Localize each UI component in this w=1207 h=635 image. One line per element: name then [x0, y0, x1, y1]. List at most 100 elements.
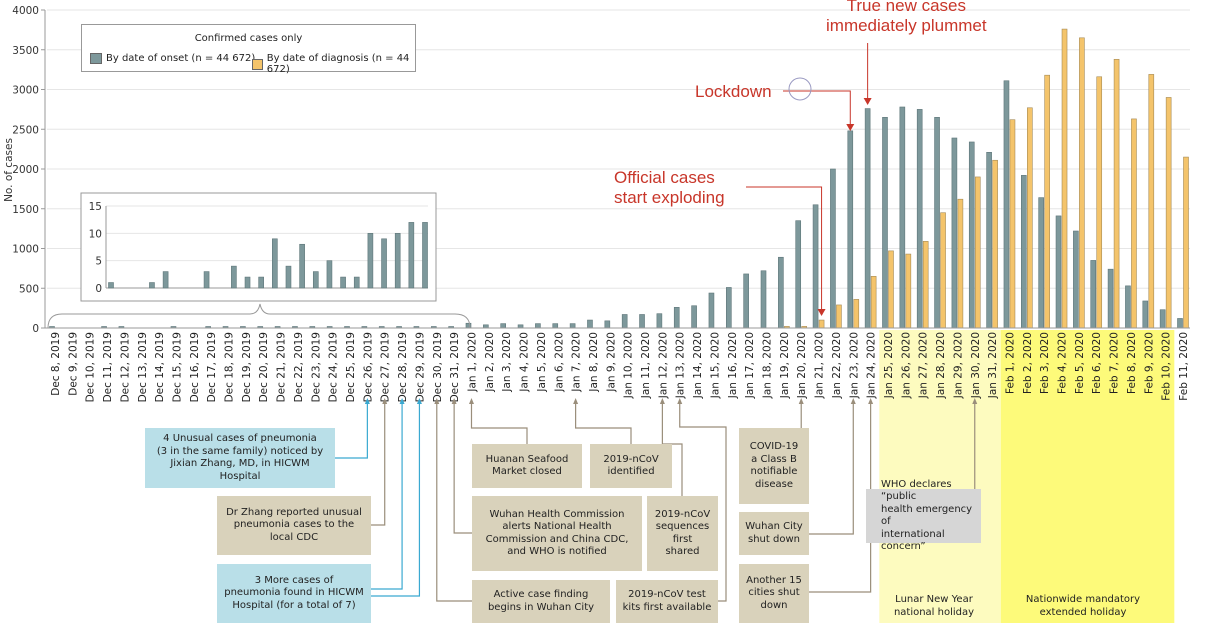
x-tick-label: Dec 11, 2019	[102, 332, 114, 402]
x-tick-label: Jan 30, 2020	[970, 332, 982, 399]
bar-diagnosis	[1183, 156, 1189, 329]
event-box-market-closed: Huanan Seafood Market closed	[472, 444, 582, 488]
legend-swatch-diagnosis	[252, 58, 263, 70]
inset-bar-onset	[394, 233, 401, 289]
bar-diagnosis	[1113, 58, 1120, 329]
event-box-who-notified: Wuhan Health Commission alerts National …	[472, 496, 642, 571]
bar-onset	[673, 307, 680, 329]
x-tick-label: Dec 17, 2019	[206, 332, 218, 402]
legend-swatch-onset	[90, 53, 102, 64]
bar-onset	[639, 314, 645, 329]
event-arrow-head	[972, 398, 978, 404]
x-tick-label: Jan 13, 2020	[675, 332, 687, 399]
event-arrow-head	[659, 398, 665, 404]
x-tick-label: Jan 22, 2020	[831, 332, 843, 399]
bar-onset	[587, 319, 593, 329]
event-arrow-head	[468, 398, 474, 404]
x-tick-label: Dec 29, 2019	[414, 332, 426, 402]
x-tick-label: Jan 28, 2020	[935, 332, 947, 399]
x-tick-label: Jan 6, 2020	[553, 332, 565, 393]
bar-onset	[968, 141, 975, 329]
x-tick-label: Dec 8, 2019	[50, 332, 62, 396]
inset-bar-onset	[231, 265, 237, 289]
x-tick-label: Jan 23, 2020	[848, 332, 860, 399]
legend: Confirmed cases only By date of onset (n…	[81, 24, 416, 75]
inset-bar-onset	[353, 276, 360, 289]
axes: 0 500 1000 1500 2000 2500 3000 3500 4000	[12, 5, 1190, 335]
x-tick-label: Feb 4, 2020	[1057, 332, 1069, 394]
event-box-class-b-disease: COVID-19 a Class B notifiable disease	[739, 428, 809, 504]
bar-diagnosis	[992, 159, 998, 329]
bar-onset	[604, 320, 611, 329]
y-tick-label: 4000	[12, 5, 39, 17]
x-tick-label: Jan 29, 2020	[952, 332, 964, 399]
bar-onset	[812, 204, 819, 329]
x-tick-label: Dec 21, 2019	[276, 332, 288, 402]
x-tick-label: Jan 31, 2020	[987, 332, 999, 399]
bar-diagnosis	[853, 299, 860, 329]
inset-bar-onset	[149, 282, 155, 289]
bar-diagnosis	[1079, 37, 1085, 329]
x-tick-label: Jan 14, 2020	[692, 332, 704, 399]
bar-onset	[830, 168, 836, 329]
inset-bar-onset	[312, 271, 319, 289]
inset-bar-onset	[408, 222, 415, 289]
bar-onset	[691, 305, 697, 329]
inset-chart: 0 5 10 15	[47, 192, 471, 329]
bar-diagnosis	[1148, 74, 1155, 329]
x-tick-label: Jan 24, 2020	[866, 332, 878, 399]
x-tick-label: Dec 24, 2019	[328, 332, 340, 402]
bar-onset	[795, 220, 802, 329]
bar-diagnosis	[1096, 76, 1103, 329]
lunar-new-year-label: Lunar New Year national holiday	[893, 594, 975, 618]
x-tick-label: Dec 9, 2019	[67, 332, 79, 396]
inset-bar-onset	[340, 276, 346, 289]
bar-onset	[725, 287, 732, 329]
x-tick-label: Feb 9, 2020	[1143, 332, 1155, 394]
bar-diagnosis	[1131, 118, 1137, 329]
x-tick-label: Dec 13, 2019	[137, 332, 149, 402]
x-tick-label: Jan 12, 2020	[657, 332, 669, 399]
inset-brace	[47, 303, 471, 329]
bar-diagnosis	[888, 250, 894, 329]
inset-bar-onset	[422, 222, 428, 289]
x-tick-label: Dec 31, 2019	[449, 332, 461, 402]
bar-onset	[1038, 197, 1044, 329]
x-tick-label: Jan 20, 2020	[796, 332, 808, 399]
bar-onset	[934, 117, 940, 329]
annotation-official-cases: Official cases start exploding	[614, 168, 725, 207]
bar-onset	[1055, 215, 1062, 329]
event-arrow-head	[434, 398, 440, 404]
x-tick-label: Jan 11, 2020	[640, 332, 652, 399]
x-tick-label: Jan 7, 2020	[571, 332, 583, 393]
x-tick-label: Feb 5, 2020	[1074, 332, 1086, 394]
event-arrow-head	[416, 398, 422, 404]
event-connectors	[335, 398, 978, 602]
event-arrow-head	[677, 398, 683, 404]
bar-onset	[760, 270, 767, 329]
x-tick-label: Jan 21, 2020	[814, 332, 826, 399]
x-tick-label: Dec 27, 2019	[380, 332, 392, 402]
x-tick-label: Feb 2, 2020	[1022, 332, 1034, 394]
bar-onset	[882, 117, 888, 329]
legend-item-onset: By date of onset (n = 44 672)	[90, 53, 255, 64]
x-tick-label: Feb 11, 2020	[1178, 332, 1190, 401]
x-tick-label: Feb 10, 2020	[1161, 332, 1173, 401]
x-tick-label: Jan 15, 2020	[709, 332, 721, 399]
x-tick-label: Jan 16, 2020	[727, 332, 739, 399]
x-tick-label: Dec 23, 2019	[310, 332, 322, 402]
event-connector	[371, 402, 421, 597]
legend-label-onset: By date of onset (n = 44 672)	[106, 53, 256, 64]
y-tick-label: 2500	[12, 124, 39, 136]
bar-onset	[1177, 318, 1183, 329]
x-tick-label: Feb 3, 2020	[1039, 332, 1051, 394]
bar-onset	[569, 323, 576, 329]
x-tick-label: Dec 10, 2019	[85, 332, 97, 402]
x-tick-label: Jan 10, 2020	[623, 332, 635, 399]
x-tick-label: Jan 17, 2020	[744, 332, 756, 399]
x-tick-label: Feb 8, 2020	[1126, 332, 1138, 394]
x-tick-label: Dec 19, 2019	[241, 332, 253, 402]
x-tick-label: Dec 14, 2019	[154, 332, 166, 402]
event-connector	[453, 402, 472, 534]
